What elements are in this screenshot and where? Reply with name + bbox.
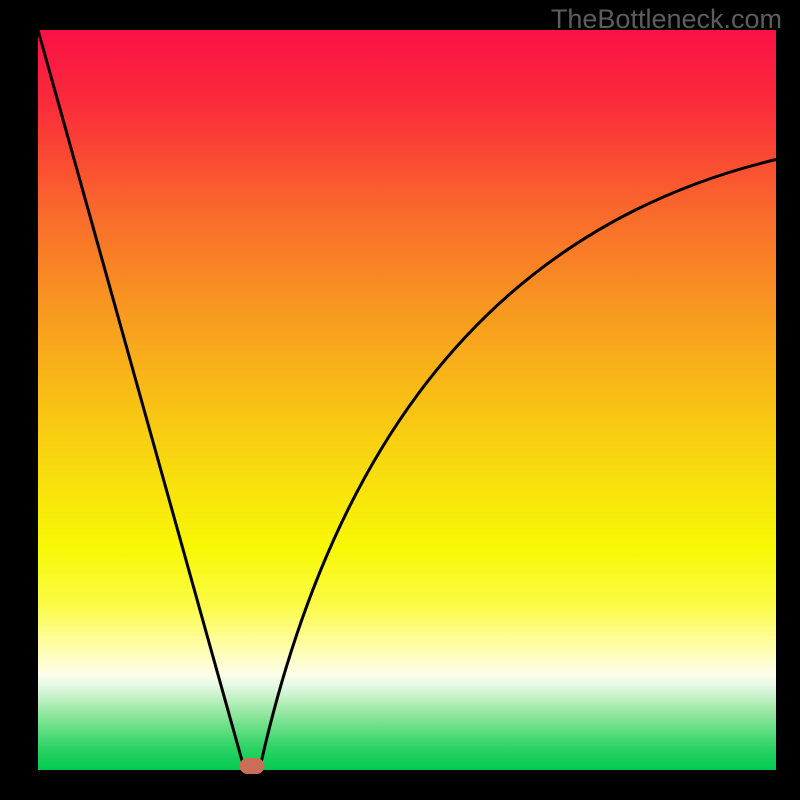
curve-right-branch [259, 160, 776, 771]
curve-layer [38, 30, 776, 770]
watermark-text: TheBottleneck.com [551, 4, 782, 35]
plot-area [38, 30, 776, 770]
curve-left-branch [38, 30, 245, 770]
chart-container: TheBottleneck.com [0, 0, 800, 800]
minimum-marker [240, 758, 265, 774]
